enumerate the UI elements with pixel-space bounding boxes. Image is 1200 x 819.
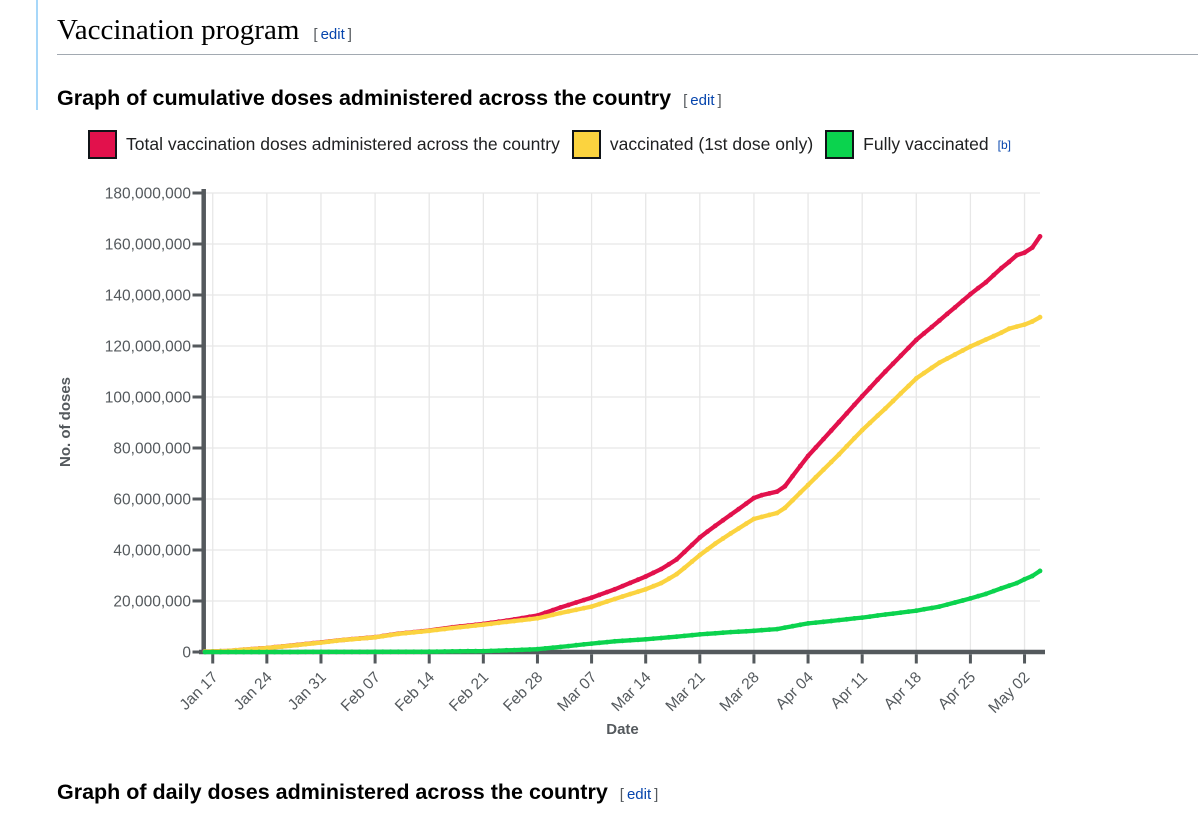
legend-item: Total vaccination doses administered acr… xyxy=(88,130,560,159)
x-tick-label: Mar 14 xyxy=(608,669,654,715)
x-tick-label: Feb 07 xyxy=(338,669,384,715)
grid-lines xyxy=(205,192,1040,651)
x-tick-label: Mar 07 xyxy=(554,669,600,715)
legend-label: vaccinated (1st dose only) xyxy=(609,134,814,154)
legend-swatch xyxy=(825,130,855,159)
x-axis-title: Date xyxy=(606,721,639,738)
y-tick-label: 140,000,000 xyxy=(105,288,192,305)
x-tick-label: Feb 28 xyxy=(500,669,546,715)
page-section-title: Vaccination program xyxy=(57,14,300,46)
legend-item: Fully vaccinated [b] xyxy=(825,130,1011,159)
x-tick-label: Apr 18 xyxy=(881,669,925,713)
edit-bracket-close: ] xyxy=(347,26,352,43)
series-vaccinated-1st-dose-only xyxy=(202,314,1043,654)
y-tick-label: 180,000,000 xyxy=(105,186,192,203)
content-left-border xyxy=(36,0,38,110)
y-tick-label: 120,000,000 xyxy=(105,339,192,356)
y-tick-label: 80,000,000 xyxy=(113,441,191,458)
legend-swatch xyxy=(571,130,601,159)
legend-item: vaccinated (1st dose only) xyxy=(571,130,814,159)
y-tick-label: 40,000,000 xyxy=(113,543,191,560)
edit-link[interactable]: edit xyxy=(320,26,345,43)
x-tick-label: Jan 24 xyxy=(231,669,276,714)
y-tick-label: 100,000,000 xyxy=(105,390,192,407)
cumulative-graph-heading: Graph of cumulative doses administered a… xyxy=(57,86,722,111)
daily-graph-title: Graph of daily doses administered across… xyxy=(57,780,608,804)
chart-legend: Total vaccination doses administered acr… xyxy=(88,130,1011,159)
legend-swatch xyxy=(88,130,117,159)
edit-bracket-close: ] xyxy=(717,92,722,109)
x-tick-label: Jan 31 xyxy=(285,669,330,714)
legend-label: Total vaccination doses administered acr… xyxy=(126,134,560,154)
x-tick-label: Jan 17 xyxy=(177,669,222,714)
y-tick-label: 160,000,000 xyxy=(105,237,192,254)
x-tick-label: Mar 21 xyxy=(663,669,709,715)
daily-graph-heading: Graph of daily doses administered across… xyxy=(57,780,658,805)
edit-link[interactable]: edit xyxy=(690,92,715,109)
series-line xyxy=(202,315,1043,654)
legend-label: Fully vaccinated xyxy=(863,134,989,154)
edit-bracket-open: [ xyxy=(619,786,624,803)
tick-labels: 0 20,000,000 40,000,000 60,000,000 80,000,00… xyxy=(105,186,1034,717)
x-tick-label: Mar 28 xyxy=(717,669,763,715)
cumulative-doses-chart: 0 20,000,000 40,000,000 60,000,000 80,000,00… xyxy=(57,186,1045,738)
x-tick-label: Apr 04 xyxy=(773,669,818,714)
edit-section: [edit] xyxy=(620,786,659,803)
edit-bracket-open: [ xyxy=(313,26,318,43)
x-tick-label: May 02 xyxy=(985,669,1033,717)
edit-section: [edit] xyxy=(683,92,722,109)
y-axis-title: No. of doses xyxy=(57,377,74,467)
x-tick-label: Apr 11 xyxy=(827,669,871,713)
edit-link[interactable]: edit xyxy=(626,786,652,803)
edit-bracket-open: [ xyxy=(683,92,688,109)
series-line xyxy=(202,568,1043,655)
series-fully-vaccinated xyxy=(202,568,1043,655)
x-tick-label: Apr 25 xyxy=(935,669,979,713)
section-heading: Vaccination program [edit] xyxy=(57,14,1198,55)
series-line xyxy=(202,234,1043,654)
x-tick-label: Feb 14 xyxy=(392,669,438,715)
y-tick-label: 0 xyxy=(182,645,191,662)
cumulative-graph-title: Graph of cumulative doses administered a… xyxy=(57,86,672,110)
footnote-ref-link[interactable]: [b] xyxy=(997,137,1011,152)
y-tick-label: 20,000,000 xyxy=(113,594,191,611)
x-tick-label: Feb 21 xyxy=(446,669,492,715)
edit-section: [edit] xyxy=(313,26,352,43)
edit-bracket-close: ] xyxy=(654,786,659,803)
y-tick-label: 60,000,000 xyxy=(113,492,191,509)
